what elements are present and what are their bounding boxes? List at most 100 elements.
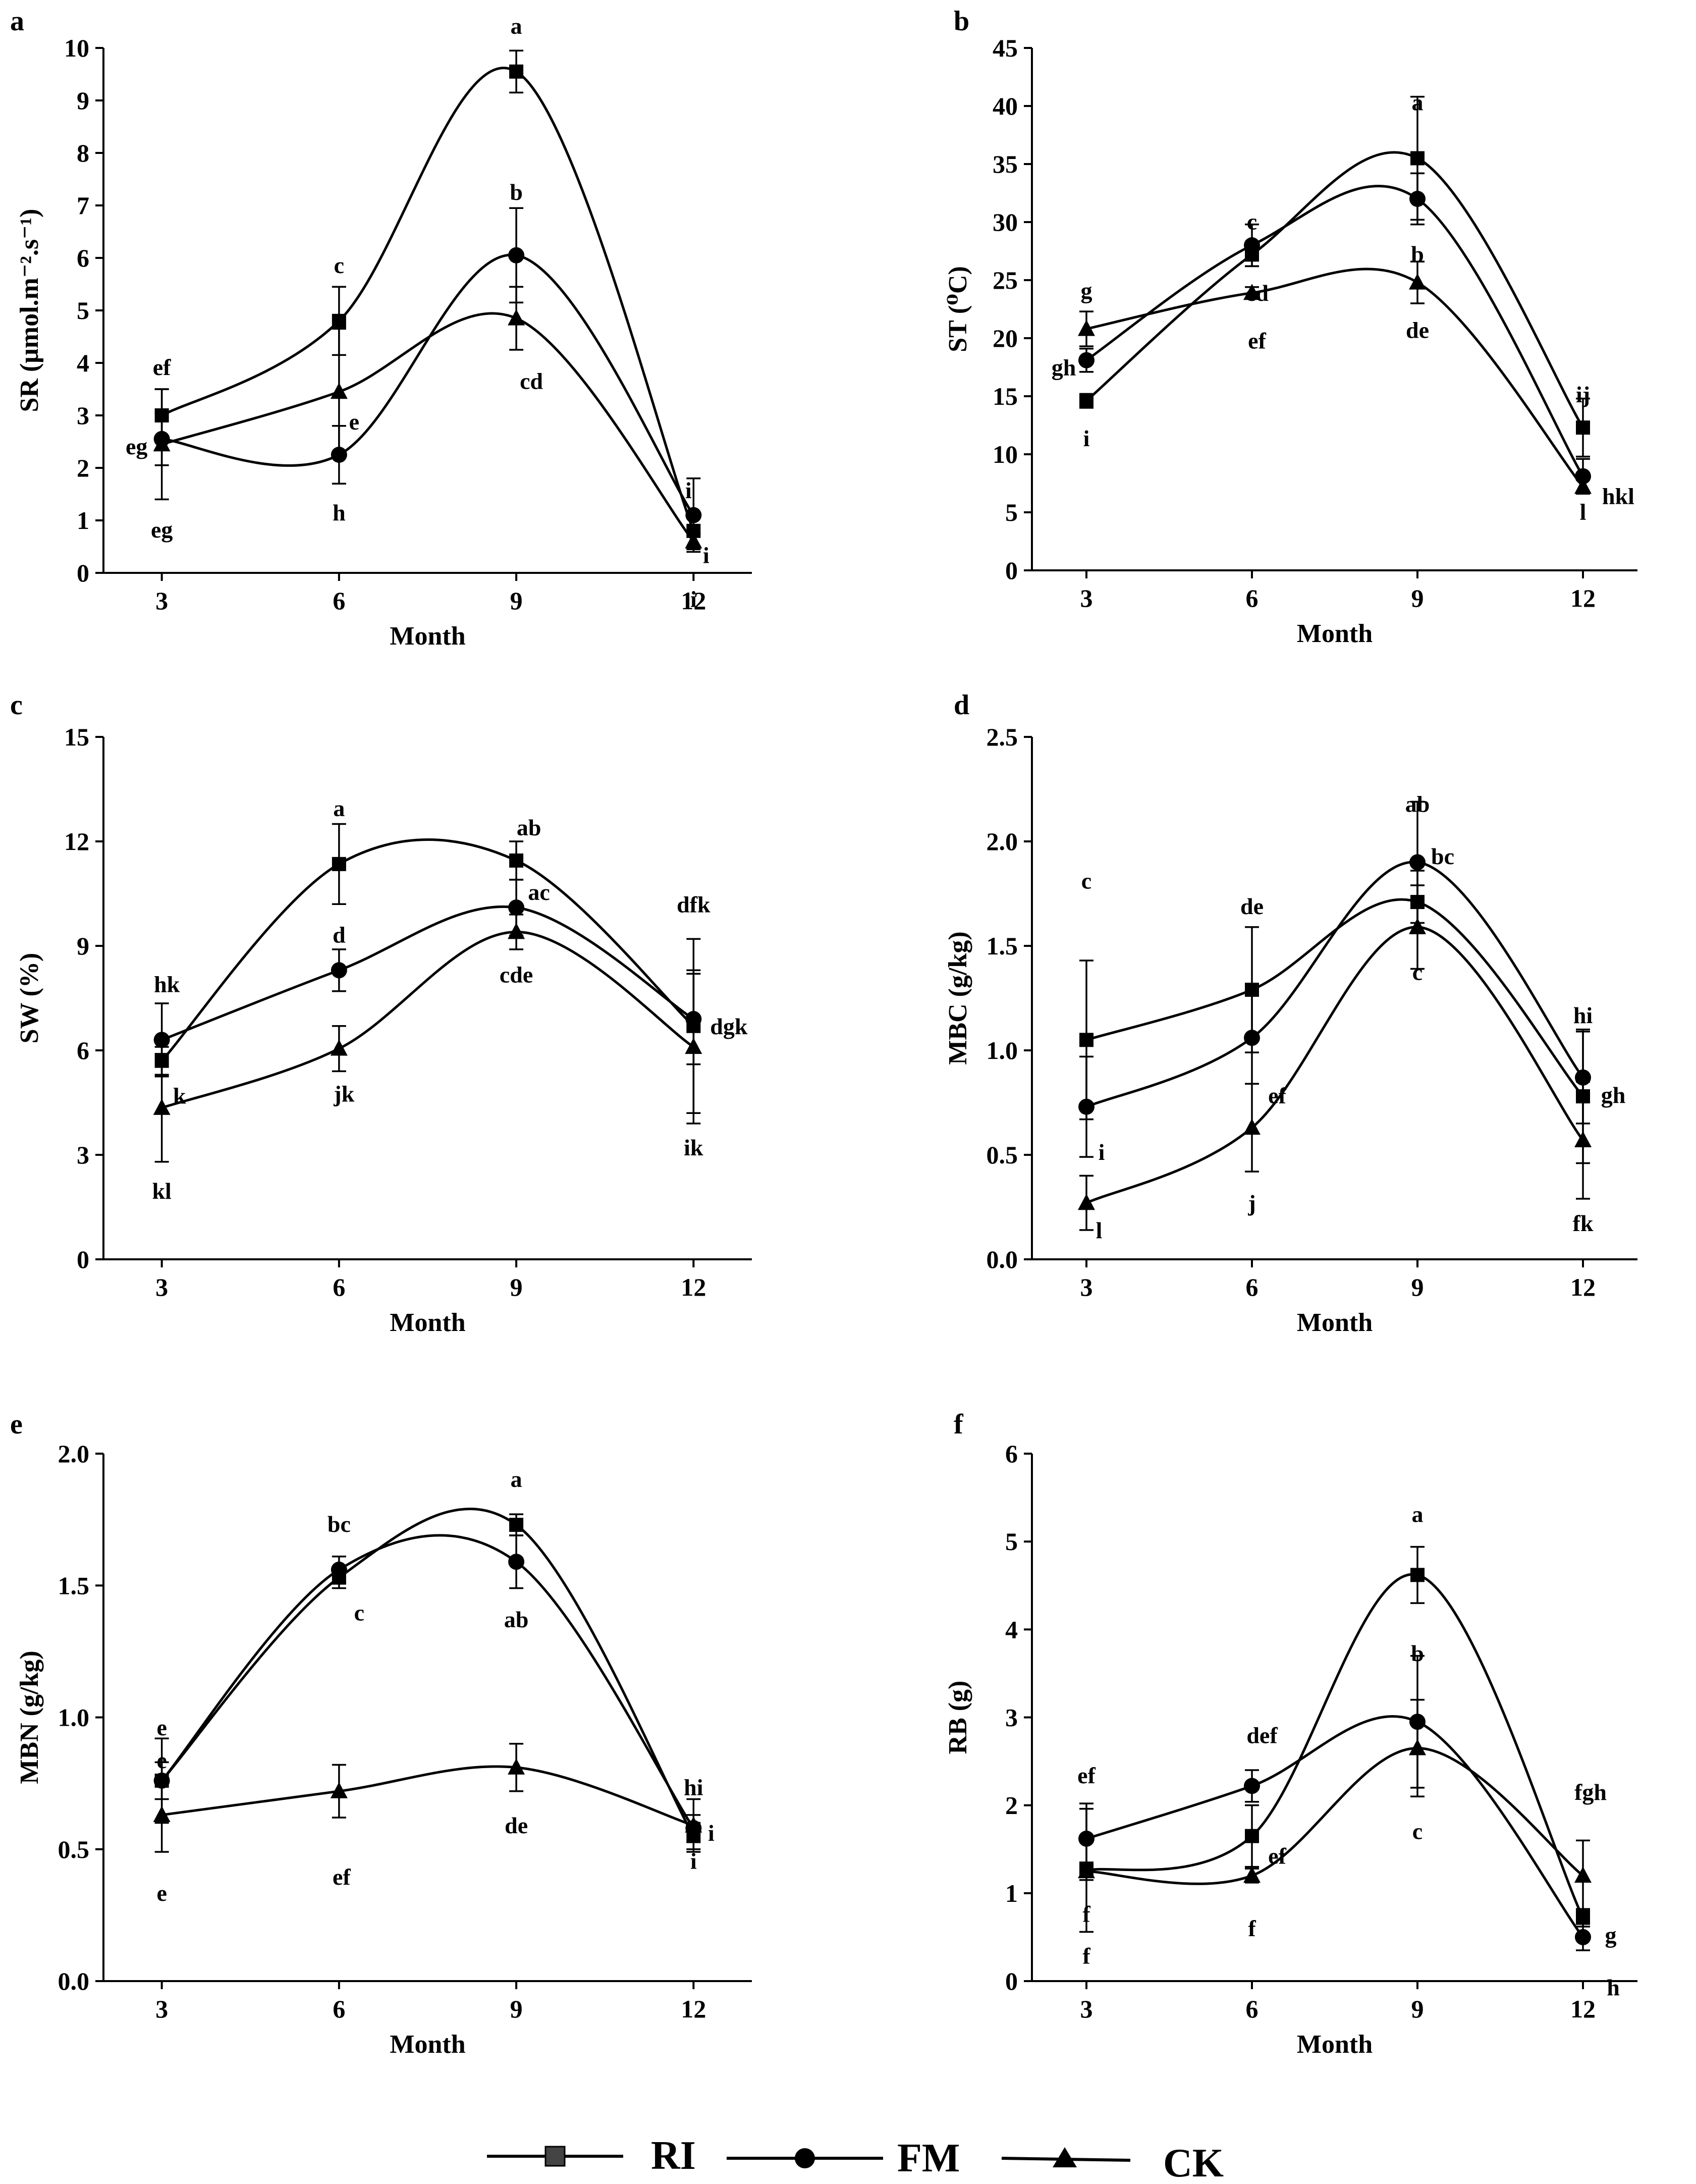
significance-label: a xyxy=(511,1466,522,1492)
significance-label: ij xyxy=(1576,382,1590,407)
series-ck: l j c fk xyxy=(1078,884,1594,1243)
series-line-fm xyxy=(161,253,695,516)
y-tick-label: 1.0 xyxy=(987,1036,1018,1064)
significance-label: j xyxy=(1247,1190,1255,1216)
significance-label: l xyxy=(1096,1217,1103,1243)
series-line-ri xyxy=(160,1508,695,1837)
significance-label: i xyxy=(690,1848,697,1874)
significance-label: i xyxy=(708,1820,715,1846)
significance-label: c xyxy=(1412,1818,1423,1844)
data-point-ck xyxy=(153,1098,171,1115)
x-tick-label: 6 xyxy=(1246,584,1259,612)
legend-label-ck: CK xyxy=(1163,2141,1224,2184)
significance-label: ab xyxy=(517,815,541,840)
significance-label: ef xyxy=(1268,1083,1286,1108)
x-axis-label: Month xyxy=(390,1308,465,1337)
series-line-fm xyxy=(160,1534,695,1829)
significance-label: jk xyxy=(333,1081,354,1107)
significance-label: ef xyxy=(1077,1763,1096,1788)
data-point-ri xyxy=(1410,1568,1425,1582)
data-point-ck xyxy=(1409,918,1426,934)
y-tick-label: 0 xyxy=(1005,1967,1018,1995)
data-point-ck xyxy=(1574,477,1592,494)
data-point-fm xyxy=(1078,1830,1095,1847)
series-ck: eg e cd i xyxy=(151,286,702,612)
significance-label: i xyxy=(1099,1139,1105,1165)
y-tick-label: 15 xyxy=(64,723,89,751)
panel-b: b 0 5 10 15 20 25 30 35 40 45 3 6 9 12 Month ST (⁰C) i c a i… xyxy=(944,6,1637,648)
significance-label: ef xyxy=(1248,328,1266,353)
series-fm: e bc ab i xyxy=(153,1511,715,1846)
x-axis-label: Month xyxy=(1297,1308,1373,1337)
series-line-ck xyxy=(1086,268,1584,488)
y-tick-label: 4 xyxy=(1005,1615,1018,1643)
y-tick-label: 2.0 xyxy=(58,1440,90,1468)
significance-label: c xyxy=(1412,960,1423,985)
significance-label: cd xyxy=(520,368,543,394)
series-ck: f f c fgh xyxy=(1078,1698,1607,1941)
data-point-ri xyxy=(332,857,346,871)
legend-marker-ck xyxy=(1053,2147,1077,2167)
x-tick-label: 12 xyxy=(681,1273,706,1301)
data-point-ck xyxy=(1078,1194,1095,1210)
y-tick-label: 3 xyxy=(77,1141,89,1169)
data-point-ck xyxy=(1243,284,1261,300)
significance-label: c xyxy=(354,1600,364,1626)
x-tick-label: 9 xyxy=(1411,1995,1424,2023)
legend: RI FM CK xyxy=(487,2134,1224,2184)
data-point-ck xyxy=(685,1038,702,1054)
x-tick-label: 6 xyxy=(1246,1995,1259,2023)
x-tick-label: 9 xyxy=(1411,584,1424,612)
y-tick-label: 5 xyxy=(1005,498,1018,526)
legend-marker-fm xyxy=(795,2148,815,2168)
data-point-fm xyxy=(153,1032,170,1048)
data-point-ck xyxy=(1574,1131,1592,1148)
significance-label: eg xyxy=(151,517,173,543)
y-tick-label: 1 xyxy=(1005,1879,1018,1907)
data-point-fm xyxy=(508,247,525,263)
panel-e: e 0.0 0.5 1.0 1.5 2.0 3 6 9 12 Month MBN (g/kg) e c a i… xyxy=(10,1409,752,2059)
data-point-ck xyxy=(1243,1118,1261,1135)
significance-label: fk xyxy=(1573,1210,1594,1236)
data-point-ck xyxy=(685,532,702,549)
data-point-ri xyxy=(1576,420,1590,435)
x-tick-label: 6 xyxy=(333,1273,345,1301)
series-ri: ef c a i xyxy=(153,13,701,548)
series-line-ri xyxy=(1086,1573,1584,1919)
x-axis-label: Month xyxy=(390,2030,465,2059)
y-tick-label: 4 xyxy=(77,349,89,377)
x-tick-label: 3 xyxy=(155,1273,168,1301)
significance-label: de xyxy=(1406,317,1429,343)
significance-label: ab xyxy=(1405,791,1430,817)
x-axis-label: Month xyxy=(1297,619,1373,648)
series-fm: hk d ac dgk xyxy=(153,879,748,1078)
y-tick-label: 2.0 xyxy=(987,827,1018,856)
y-tick-label: 35 xyxy=(993,150,1018,178)
x-tick-label: 12 xyxy=(1570,1273,1596,1301)
y-tick-label: 0 xyxy=(77,1245,89,1273)
data-point-ck xyxy=(330,1782,348,1798)
y-tick-label: 8 xyxy=(77,139,89,167)
y-tick-label: 7 xyxy=(77,191,89,220)
y-tick-label: 6 xyxy=(77,244,89,272)
series-line-ri xyxy=(160,838,695,1062)
y-tick-label: 30 xyxy=(993,208,1018,236)
y-axis-label: ST (⁰C) xyxy=(944,266,972,352)
data-point-fm xyxy=(331,962,347,979)
y-tick-label: 0 xyxy=(77,559,89,587)
y-tick-label: 3 xyxy=(77,401,89,430)
y-tick-label: 2 xyxy=(77,454,89,482)
data-point-ck xyxy=(1243,1867,1261,1883)
data-point-fm xyxy=(1409,854,1426,871)
x-axis-label: Month xyxy=(390,622,465,651)
significance-label: g xyxy=(1605,1923,1617,1948)
y-tick-label: 40 xyxy=(993,92,1018,120)
data-point-ri xyxy=(1245,1829,1259,1843)
panel-letter-c: c xyxy=(10,689,23,721)
significance-label: f xyxy=(1248,1915,1256,1941)
significance-label: hi xyxy=(684,1775,703,1800)
data-point-fm xyxy=(1575,1929,1591,1945)
x-tick-label: 6 xyxy=(333,587,345,615)
